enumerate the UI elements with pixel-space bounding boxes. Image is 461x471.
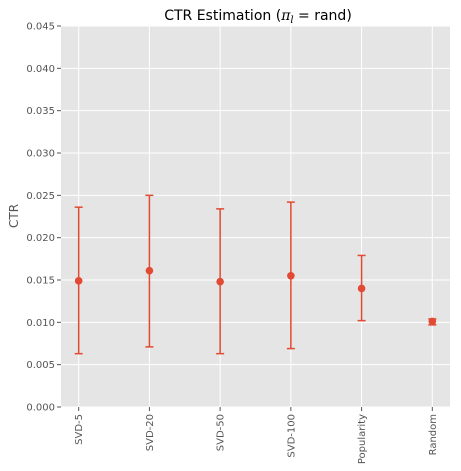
chart-title: CTR Estimation (πl = rand)	[164, 8, 352, 26]
y-tick-label: 0.010	[26, 318, 55, 329]
y-tick-label: 0.005	[26, 360, 55, 371]
data-point	[74, 277, 83, 285]
data-point	[357, 284, 366, 293]
y-tick-label: 0.035	[26, 106, 55, 117]
x-tick-label: Random	[428, 414, 439, 455]
x-axis-ticks: SVD-5 SVD-20 SVD-50 SVD-100 Popularity Random	[74, 407, 439, 464]
title-pi: π	[280, 8, 291, 24]
x-tick-label: SVD-100	[286, 414, 297, 458]
title-prefix: CTR Estimation (	[164, 8, 281, 24]
y-tick-label: 0.000	[26, 403, 55, 414]
x-tick-label: SVD-5	[74, 414, 85, 445]
title-suffix: = rand)	[294, 8, 352, 24]
y-axis-ticks: 0.000 0.005 0.010 0.015 0.020 0.025 0.030 0.035…	[26, 22, 61, 414]
y-tick-label: 0.045	[26, 22, 55, 33]
y-tick-label: 0.015	[26, 276, 55, 287]
data-point	[216, 277, 224, 286]
plot-area	[61, 26, 450, 407]
x-tick-label: SVD-50	[216, 414, 227, 451]
data-point	[428, 317, 437, 326]
y-tick-label: 0.030	[26, 149, 55, 160]
y-tick-label: 0.040	[26, 64, 55, 75]
y-tick-label: 0.020	[26, 233, 55, 244]
data-point	[287, 271, 295, 280]
x-tick-label: Popularity	[357, 414, 368, 464]
data-marks	[74, 194, 437, 355]
y-axis-label: CTR	[7, 204, 21, 228]
data-point	[145, 266, 154, 275]
y-tick-label: 0.025	[26, 191, 55, 202]
title-sub: l	[290, 15, 293, 26]
x-tick-label: SVD-20	[145, 414, 156, 451]
